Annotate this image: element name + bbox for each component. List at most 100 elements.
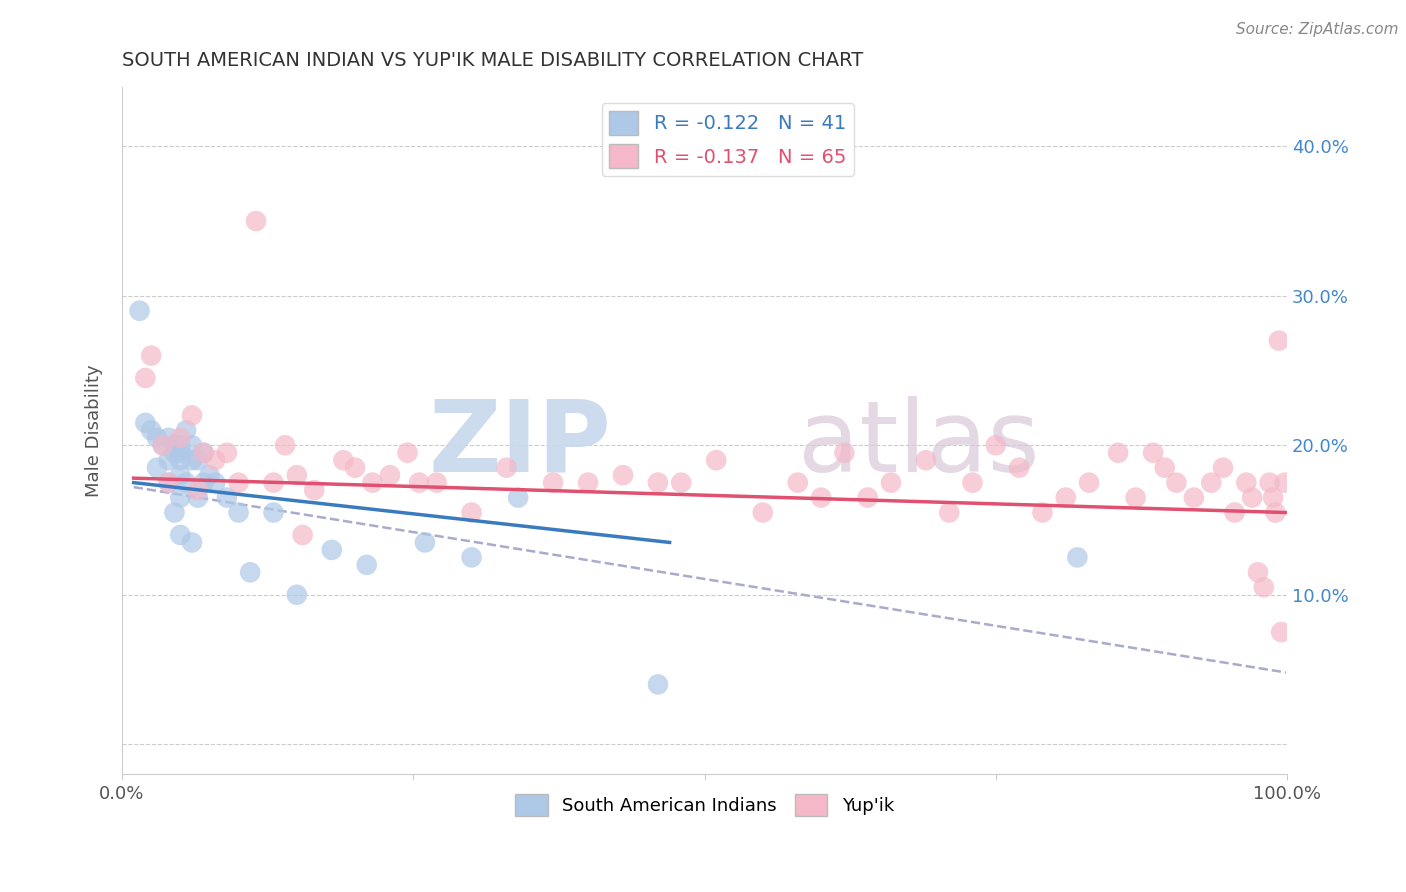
Point (193, 475, 215, 490)
Point (541, 475, 564, 490)
Point (786, 475, 808, 490)
Point (1008, 460, 1031, 475)
Point (134, 416, 156, 430)
Point (495, 460, 517, 475)
Point (752, 506, 775, 520)
Point (1125, 491, 1147, 505)
Point (1253, 580, 1275, 594)
Point (141, 423, 163, 437)
Point (1201, 475, 1223, 490)
Point (198, 468, 221, 483)
Point (128, 303, 150, 318)
Point (187, 491, 209, 505)
Point (938, 506, 960, 520)
Point (671, 475, 693, 490)
Point (163, 506, 186, 520)
Point (612, 468, 634, 483)
Point (157, 431, 180, 445)
Point (193, 446, 215, 460)
Text: SOUTH AMERICAN INDIAN VS YUP'IK MALE DISABILITY CORRELATION CHART: SOUTH AMERICAN INDIAN VS YUP'IK MALE DIS… (122, 51, 863, 70)
Point (181, 453, 204, 467)
Point (856, 491, 879, 505)
Point (647, 677, 669, 691)
Point (810, 491, 832, 505)
Point (321, 542, 343, 557)
Point (1270, 625, 1292, 640)
Point (1234, 475, 1257, 490)
Point (181, 535, 204, 549)
Point (460, 506, 482, 520)
Point (1107, 446, 1129, 460)
Point (408, 475, 430, 490)
Point (460, 550, 482, 565)
Point (508, 491, 530, 505)
Point (228, 475, 250, 490)
Point (187, 453, 209, 467)
Point (245, 214, 267, 228)
Point (1066, 550, 1088, 565)
Point (215, 491, 238, 505)
Point (157, 453, 180, 467)
Point (193, 446, 215, 460)
Y-axis label: Male Disability: Male Disability (86, 364, 103, 497)
Point (304, 483, 326, 497)
Point (396, 446, 419, 460)
Point (157, 475, 180, 490)
Point (1258, 475, 1281, 490)
Point (344, 460, 367, 475)
Point (169, 491, 191, 505)
Point (1054, 491, 1077, 505)
Point (1166, 475, 1188, 490)
Point (1268, 334, 1291, 348)
Text: ZIP: ZIP (429, 395, 612, 492)
Point (1223, 506, 1246, 520)
Point (215, 446, 238, 460)
Point (228, 506, 250, 520)
Point (157, 475, 180, 490)
Point (181, 438, 204, 452)
Point (962, 475, 984, 490)
Point (704, 453, 727, 467)
Point (174, 475, 197, 490)
Point (356, 558, 378, 572)
Point (880, 475, 903, 490)
Point (291, 528, 314, 542)
Point (263, 506, 285, 520)
Point (576, 475, 599, 490)
Legend: South American Indians, Yup'ik: South American Indians, Yup'ik (508, 787, 901, 823)
Point (285, 468, 308, 483)
Point (1274, 475, 1296, 490)
Point (174, 423, 197, 437)
Point (141, 349, 163, 363)
Point (1212, 460, 1234, 475)
Point (169, 468, 191, 483)
Point (169, 453, 191, 467)
Point (426, 475, 449, 490)
Point (239, 566, 262, 580)
Point (984, 438, 1007, 452)
Point (152, 438, 174, 452)
Point (1247, 566, 1270, 580)
Text: Source: ZipAtlas.com: Source: ZipAtlas.com (1236, 22, 1399, 37)
Point (169, 431, 191, 445)
Point (169, 528, 191, 542)
Point (1142, 446, 1164, 460)
Point (163, 446, 186, 460)
Point (361, 475, 384, 490)
Point (169, 446, 191, 460)
Point (1261, 491, 1284, 505)
Point (163, 438, 186, 452)
Point (152, 438, 174, 452)
Point (1078, 475, 1101, 490)
Point (134, 371, 156, 385)
Point (274, 438, 297, 452)
Point (1031, 506, 1053, 520)
Point (1182, 491, 1205, 505)
Point (204, 475, 226, 490)
Point (413, 535, 436, 549)
Text: atlas: atlas (797, 395, 1039, 492)
Point (169, 438, 191, 452)
Point (1241, 491, 1264, 505)
Point (187, 483, 209, 497)
Point (332, 453, 354, 467)
